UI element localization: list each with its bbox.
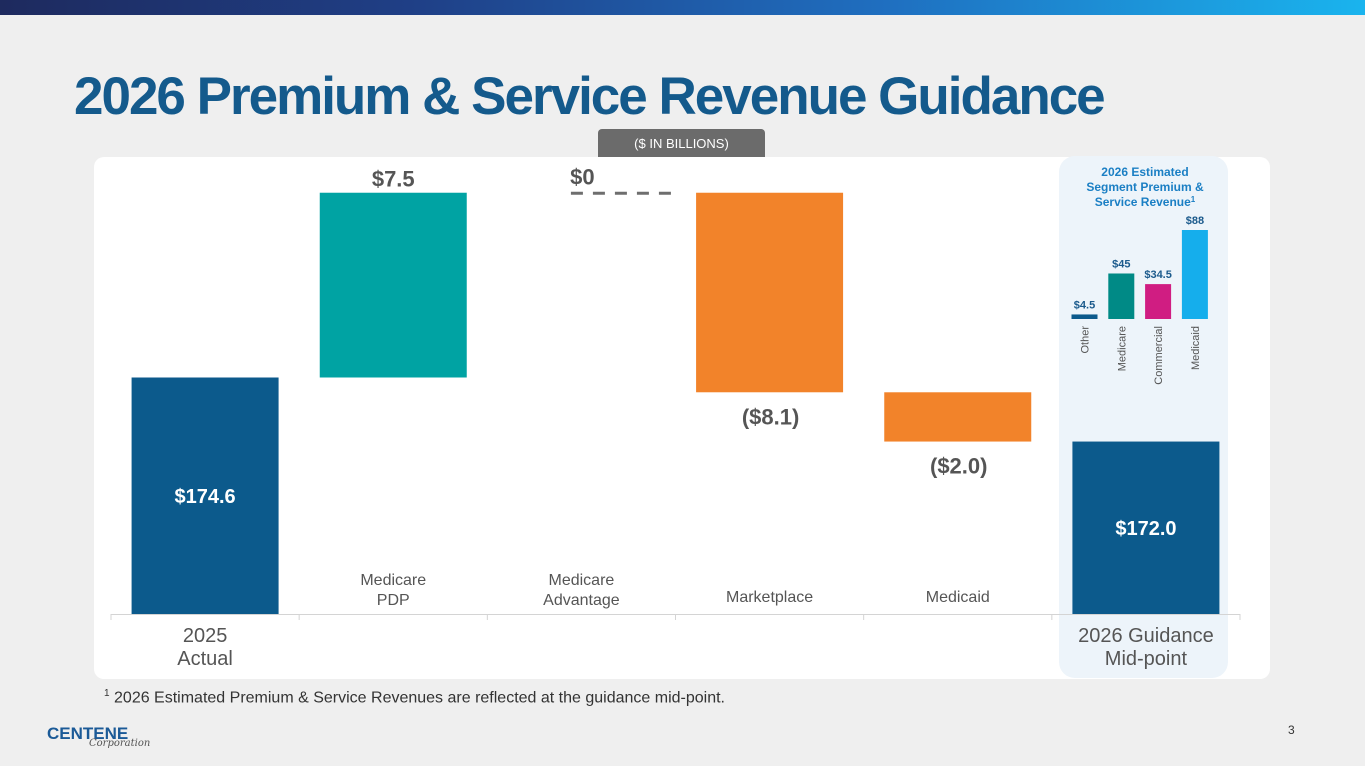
page-title: 2026 Premium & Service Revenue Guidance (74, 67, 1106, 126)
segment-label-commercial: Commercial (1153, 326, 1165, 385)
segment-bar-other (1071, 314, 1098, 319)
segment-value-medicare: $45 (1112, 258, 1130, 270)
category-label-2025-actual: Actual (177, 648, 233, 670)
value-label-medicare-pdp: $7.5 (372, 167, 415, 192)
segment-title-superscript: 1 (1191, 195, 1196, 204)
logo-subtitle: Corporation (89, 738, 151, 749)
category-label-2026-guidance-mid-point: 2026 Guidance (1078, 625, 1214, 647)
value-label-medicaid: ($2.0) (930, 454, 987, 479)
logo-wordmark: CENTENE (47, 724, 129, 743)
segment-label-other: Other (1080, 326, 1092, 354)
value-label-medicare-advantage: $0 (570, 165, 594, 190)
segment-label-medicare: Medicare (1116, 326, 1128, 371)
footnote: 1 2026 Estimated Premium & Service Reven… (104, 688, 725, 707)
value-label-2026-guidance-mid-point: $172.0 (1115, 518, 1176, 540)
segment-bar-medicare (1108, 273, 1135, 319)
bar-2026-guidance-mid-point (1072, 441, 1220, 614)
units-label: ($ IN BILLIONS) (598, 129, 765, 157)
segment-value-commercial: $34.5 (1144, 269, 1172, 281)
segment-value-other: $4.5 (1074, 299, 1095, 311)
bar-medicaid (884, 392, 1032, 442)
bar-medicare-pdp (319, 192, 467, 378)
category-label-medicaid: Medicaid (926, 589, 990, 606)
bar-marketplace (696, 192, 844, 393)
segment-label-medicaid: Medicaid (1190, 326, 1202, 370)
bar-2025-actual (131, 377, 279, 614)
category-label-medicare-pdp: PDP (377, 592, 410, 609)
segment-bar-medicaid (1181, 230, 1208, 319)
segment-bar-commercial (1145, 284, 1172, 319)
page-number: 3 (1288, 723, 1295, 737)
segment-title-line: 2026 Estimated (1101, 165, 1188, 179)
category-label-medicare-pdp: Medicare (360, 572, 426, 589)
category-label-2026-guidance-mid-point: Mid-point (1105, 648, 1188, 670)
category-label-medicare-advantage: Advantage (543, 592, 620, 609)
footnote-marker: 1 (104, 688, 110, 699)
segment-title-line: Service Revenue1 (1095, 195, 1196, 209)
value-label-2025-actual: $174.6 (174, 486, 235, 508)
value-label-marketplace: ($8.1) (742, 404, 799, 429)
segment-title-line: Segment Premium & (1086, 180, 1204, 194)
category-label-medicare-advantage: Medicare (549, 572, 615, 589)
top-gradient-bar (0, 0, 1365, 15)
category-label-marketplace: Marketplace (726, 589, 813, 606)
footnote-text: 2026 Estimated Premium & Service Revenue… (114, 689, 725, 707)
category-label-2025-actual: 2025 (183, 625, 228, 647)
centene-logo: CENTENE Corporation (47, 724, 157, 754)
segment-value-medicaid: $88 (1186, 215, 1204, 227)
